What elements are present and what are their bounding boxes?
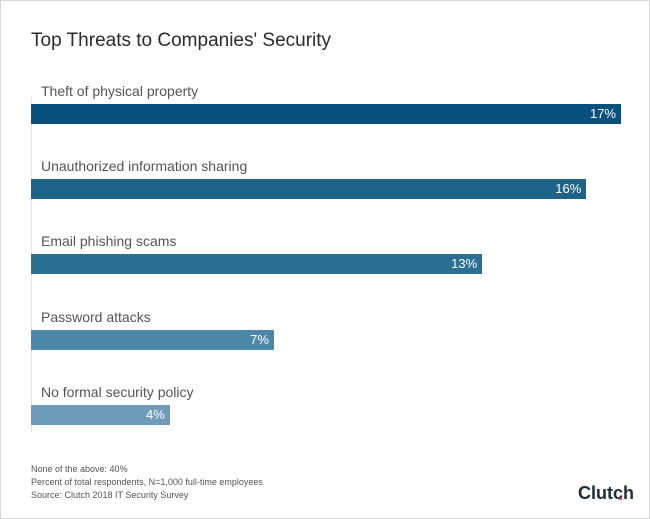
clutch-logo: Clutch	[578, 483, 634, 503]
bar: 7%	[31, 329, 274, 350]
data-label: 17%	[589, 106, 616, 121]
bar: 4%	[31, 404, 170, 425]
chart-title: Top Threats to Companies' Security	[31, 30, 332, 51]
footnote-source: Source: Clutch 2018 IT Security Survey	[31, 490, 189, 500]
footnote-respondents: Percent of total respondents, N=1,000 fu…	[31, 477, 263, 487]
category-label: No formal security policy	[41, 383, 194, 400]
logo-dot	[619, 497, 622, 500]
footnote-none: None of the above: 40%	[31, 464, 128, 474]
data-label: 13%	[451, 256, 478, 272]
category-label: Unauthorized information sharing	[41, 158, 248, 175]
category-label: Password attacks	[41, 308, 151, 325]
data-label: 16%	[555, 181, 582, 197]
bar: 13%	[31, 254, 483, 275]
data-label: 4%	[146, 406, 165, 422]
category-label: Email phishing scams	[41, 233, 177, 250]
category-label: Theft of physical property	[41, 83, 199, 99]
data-label: 7%	[250, 331, 269, 347]
bar: 16%	[31, 179, 587, 200]
bar: 17%	[31, 104, 621, 124]
